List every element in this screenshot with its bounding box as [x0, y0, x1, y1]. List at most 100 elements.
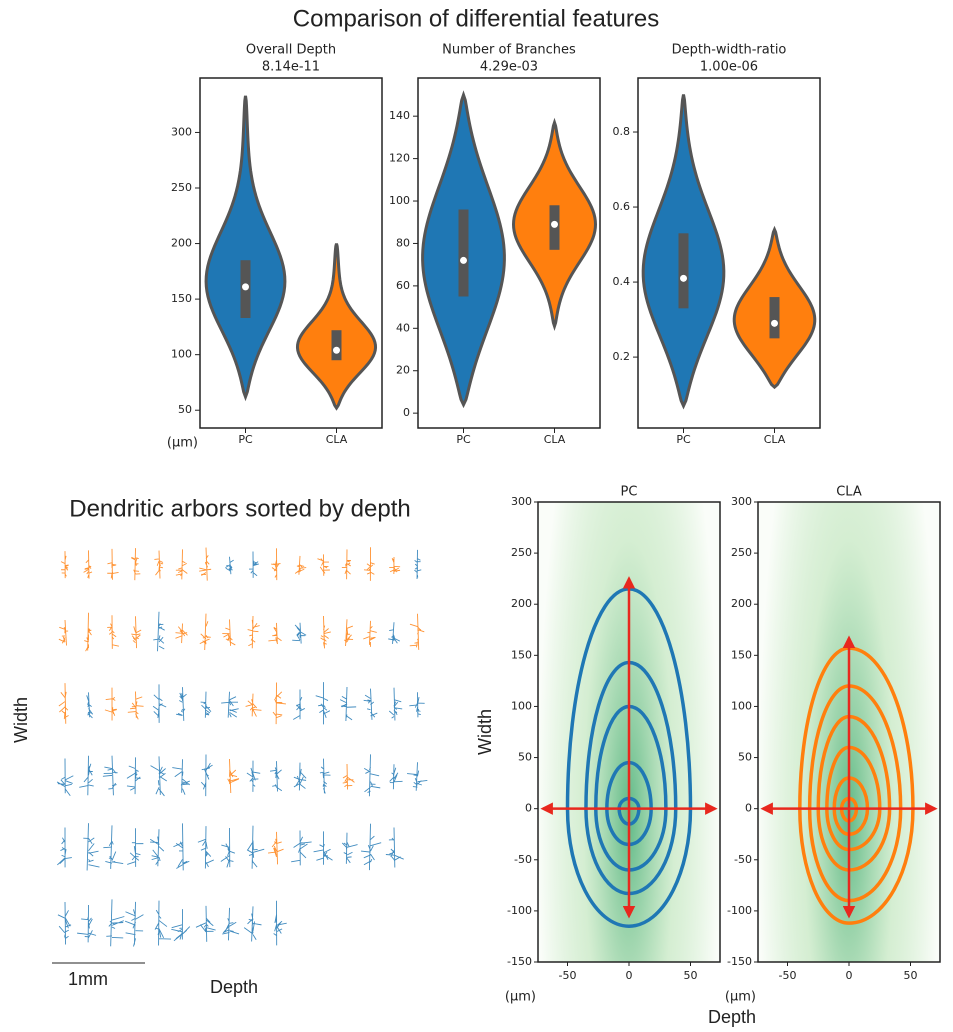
arbor-branches: [61, 551, 69, 578]
y-tick-label: 0.8: [613, 125, 631, 138]
arbor: [317, 554, 329, 575]
arbor-branches: [198, 826, 214, 868]
arbor-branches: [153, 612, 164, 652]
y-tick-label: 0: [525, 802, 532, 815]
arbor: [248, 616, 260, 648]
arbor: [268, 832, 283, 865]
y-tick-label: 100: [731, 699, 752, 712]
y-tick-label: 200: [511, 597, 532, 610]
panel-title: Number of Branches: [442, 43, 576, 58]
arbor-branches: [270, 761, 282, 791]
arbor: [414, 550, 421, 579]
arbor: [173, 823, 189, 870]
arbor-branches: [151, 756, 167, 796]
y-tick-label: -150: [727, 955, 752, 968]
arbor-branches: [172, 759, 189, 794]
arbor: [268, 623, 281, 644]
y-tick-label: -100: [507, 904, 532, 917]
x-tick-label: PC: [676, 433, 691, 446]
arbor: [389, 688, 402, 721]
arbor: [221, 692, 239, 718]
arbor-branches: [364, 547, 375, 581]
arbor-branches: [176, 687, 186, 721]
arbor-branches: [342, 833, 357, 864]
y-tick-label: -50: [514, 853, 532, 866]
arbor-branches: [221, 692, 239, 718]
arbor-branches: [317, 554, 329, 575]
y-tick-label: 0: [403, 406, 410, 419]
x-tick-label: CLA: [764, 433, 786, 446]
arbor-branches: [106, 899, 124, 946]
arbor: [128, 692, 144, 720]
y-tick-label: -100: [727, 904, 752, 917]
arbor: [154, 551, 163, 579]
arbor-branches: [171, 909, 189, 941]
arbor-branches: [414, 550, 421, 579]
y-tick-label: 250: [731, 546, 752, 559]
arbor: [83, 823, 99, 870]
y-tick-label: -150: [507, 955, 532, 968]
arbor: [107, 615, 119, 649]
arbor-branches: [131, 548, 140, 580]
arbor: [342, 549, 351, 579]
arbor: [84, 550, 92, 578]
arbor: [247, 761, 260, 792]
y-tick-label: 300: [511, 495, 532, 508]
arbor: [321, 616, 331, 648]
arbor-branches: [150, 829, 164, 866]
arbor-branches: [294, 763, 306, 791]
y-tick-label: 0.6: [613, 200, 631, 213]
arbor-branches: [364, 689, 378, 720]
arbor-branches: [84, 550, 92, 578]
arbor: [59, 620, 68, 646]
x-tick-label: 50: [683, 969, 697, 982]
arbor-branches: [125, 902, 143, 947]
panel-title: Depth-width-ratio: [672, 43, 787, 58]
arbor: [316, 682, 330, 724]
arbor-branches: [83, 823, 99, 870]
iqr-box: [770, 297, 780, 338]
arbor: [273, 683, 286, 725]
arbor-branches: [225, 557, 233, 574]
arbor-branches: [363, 621, 376, 647]
arbor: [320, 759, 331, 794]
arbor: [105, 688, 117, 721]
arbor-branches: [343, 764, 355, 790]
arbor: [57, 759, 73, 796]
arbor-branches: [77, 905, 96, 942]
y-tick-label: 150: [731, 648, 752, 661]
arbor: [201, 755, 212, 797]
arbor: [407, 762, 427, 790]
arbor: [200, 614, 211, 650]
arbor: [225, 557, 233, 574]
arbor: [249, 552, 259, 578]
arbor-branches: [128, 692, 144, 720]
arbor: [295, 556, 306, 575]
y-tick-label: 50: [518, 751, 532, 764]
arbor-branches: [244, 906, 261, 941]
arbor: [409, 692, 424, 717]
arbor-branches: [247, 761, 260, 792]
arbor-branches: [274, 901, 287, 946]
y-tick-label: 60: [396, 279, 410, 292]
median: [771, 320, 778, 327]
arbor-branches: [389, 688, 402, 721]
arbor: [58, 902, 71, 944]
arbor: [127, 828, 143, 867]
arbor: [343, 764, 355, 790]
arbor: [390, 764, 403, 789]
arbor: [79, 756, 93, 795]
arbor: [61, 551, 69, 578]
arbors-title: Dendritic arbors sorted by depth: [69, 495, 411, 522]
arbor-branches: [57, 828, 72, 868]
arbor: [57, 828, 72, 868]
panel-subtitle: 1.00e-06: [700, 60, 758, 75]
x-tick-label: -50: [559, 969, 577, 982]
arbor: [150, 829, 164, 866]
arbor: [106, 899, 124, 946]
arbor: [389, 557, 400, 574]
arbor: [171, 909, 189, 941]
arbor-branches: [201, 692, 211, 718]
arbor: [131, 548, 140, 580]
arbor-branches: [155, 901, 171, 946]
